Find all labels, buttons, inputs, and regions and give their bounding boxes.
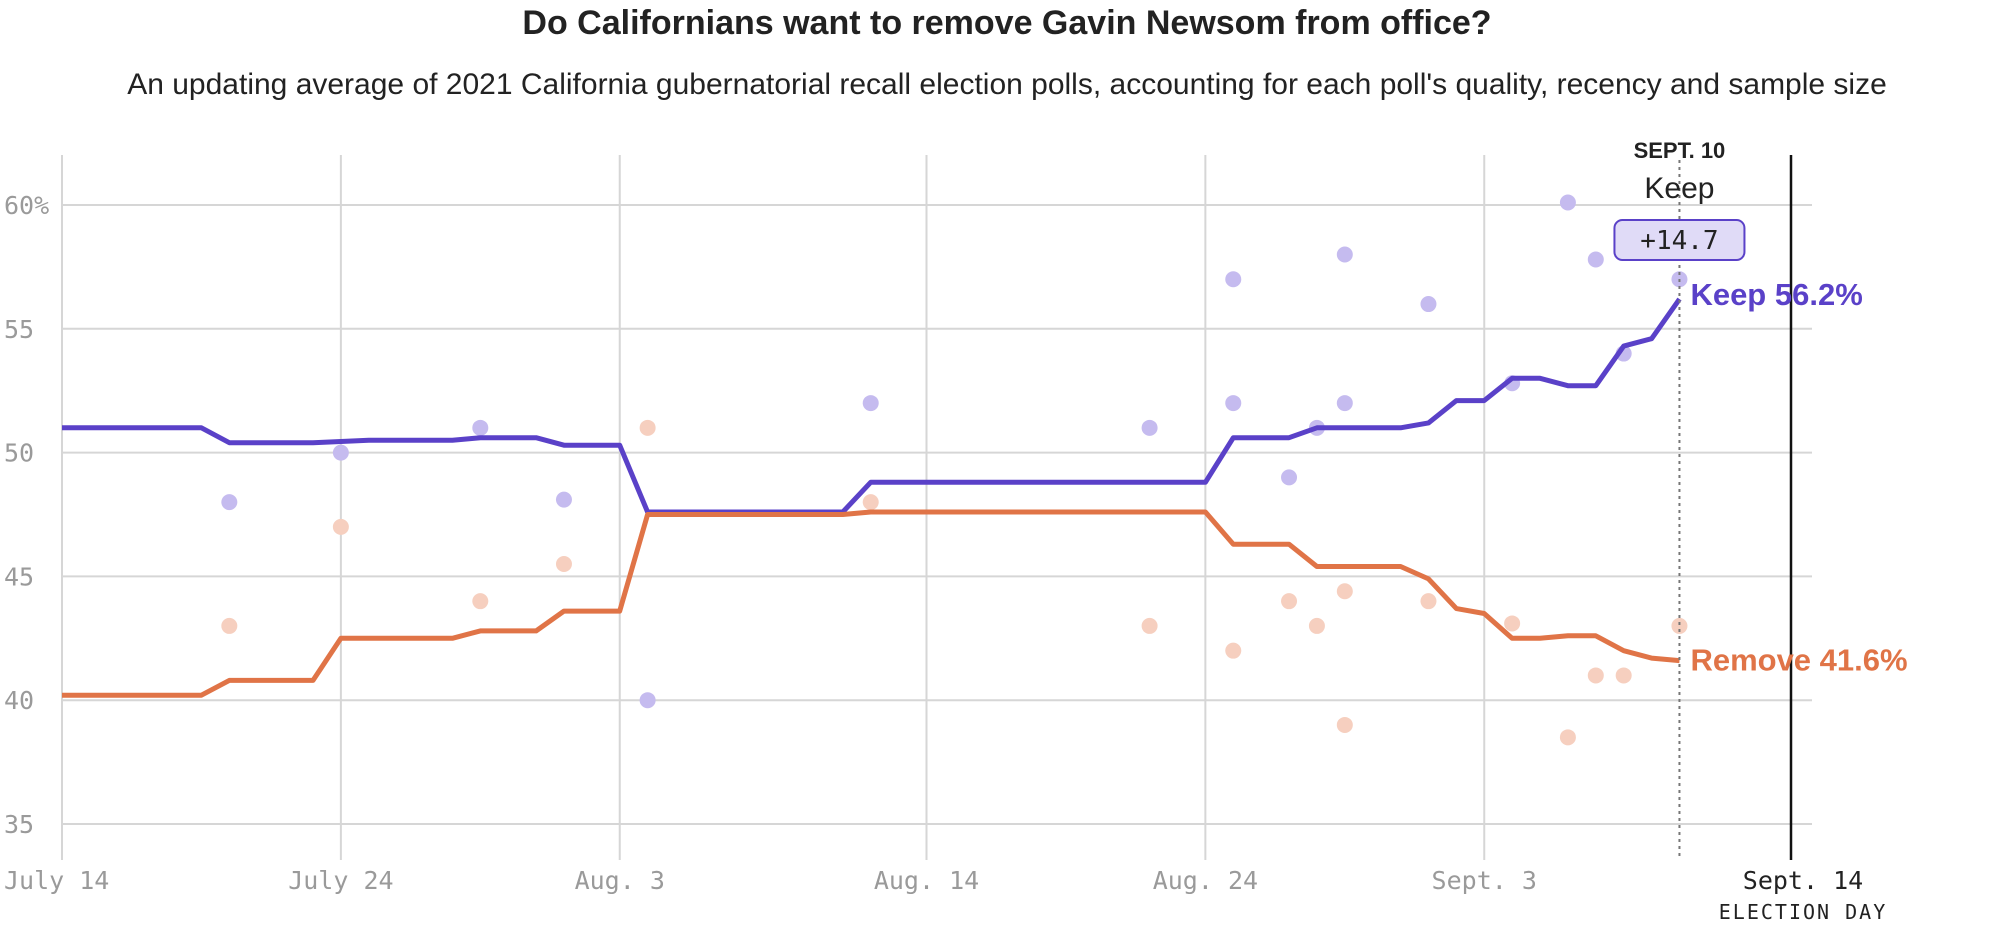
- y-tick-label: 60%: [4, 191, 49, 220]
- remove-poll-dot: [1671, 617, 1688, 634]
- keep-poll-dot: [1141, 419, 1158, 436]
- x-tick-label: Sept. 3: [1432, 866, 1537, 895]
- remove-poll-dot: [332, 518, 349, 535]
- y-tick-label: 45: [4, 562, 34, 591]
- margin-value: +14.7: [1640, 226, 1718, 256]
- remove-poll-dot: [1308, 617, 1325, 634]
- keep-poll-dot: [555, 491, 572, 508]
- x-tick-label: Aug. 3: [575, 866, 665, 895]
- grid: [61, 155, 1812, 860]
- remove-end-label: Remove 41.6%: [1690, 643, 1907, 678]
- keep-poll-dot: [1281, 469, 1298, 486]
- x-tick-label: July 24: [288, 866, 393, 895]
- keep-poll-dot: [221, 494, 238, 511]
- keep-end-label: Keep 56.2%: [1690, 277, 1862, 312]
- remove-poll-dot: [472, 593, 489, 610]
- annotations: Sept. 14 ELECTION DAY SEPT. 10 Keep +14.…: [1613, 138, 1908, 924]
- election-day-label: Sept. 14: [1743, 866, 1863, 895]
- poll-dots: [221, 194, 1688, 746]
- remove-poll-dot: [1559, 729, 1576, 746]
- keep-poll-dot: [1559, 194, 1576, 211]
- remove-poll-dot: [1420, 593, 1437, 610]
- remove-average-line: [62, 509, 1680, 698]
- remove-poll-dot: [1504, 615, 1521, 632]
- keep-poll-dot: [332, 444, 349, 461]
- leader-label: Keep: [1644, 172, 1714, 205]
- remove-poll-dot: [639, 419, 656, 436]
- keep-poll-dot: [1420, 296, 1437, 313]
- keep-poll-dot: [639, 692, 656, 709]
- y-tick-label: 35: [4, 810, 34, 839]
- y-tick-label: 50: [4, 439, 34, 468]
- series-lines: [62, 297, 1682, 698]
- remove-poll-dot: [1336, 716, 1353, 733]
- keep-poll-dot: [1225, 395, 1242, 412]
- remove-poll-dot: [862, 494, 879, 511]
- remove-poll-dot: [1336, 583, 1353, 600]
- keep-poll-dot: [1587, 251, 1604, 268]
- keep-poll-dot: [1336, 246, 1353, 263]
- remove-poll-dot: [555, 556, 572, 573]
- remove-poll-dot: [1225, 642, 1242, 659]
- y-tick-label: 55: [4, 315, 34, 344]
- keep-poll-dot: [1336, 395, 1353, 412]
- current-date-label: SEPT. 10: [1634, 138, 1726, 163]
- keep-poll-dot: [472, 419, 489, 436]
- election-day-sublabel: ELECTION DAY: [1719, 900, 1888, 924]
- remove-poll-dot: [1141, 617, 1158, 634]
- margin-badge: [1613, 219, 1746, 261]
- keep-average-line: [62, 297, 1682, 515]
- chart-title: Do Californians want to remove Gavin New…: [522, 4, 1492, 42]
- remove-poll-dot: [1281, 593, 1298, 610]
- x-tick-label: July 14: [4, 866, 109, 895]
- x-tick-label: Aug. 24: [1153, 866, 1258, 895]
- remove-poll-dot: [221, 617, 238, 634]
- x-axis-ticks: July 14 July 24 Aug. 3 Aug. 14 Aug. 24 Sept. …: [4, 866, 1537, 895]
- remove-poll-dot: [1615, 667, 1632, 684]
- keep-poll-dot: [1225, 271, 1242, 288]
- x-tick-label: Aug. 14: [874, 866, 979, 895]
- remove-poll-dot: [1587, 667, 1604, 684]
- chart-subtitle: An updating average of 2021 California g…: [127, 68, 1887, 101]
- y-axis-ticks: 60% 55 50 45 40 35: [4, 191, 49, 839]
- y-tick-label: 40: [4, 686, 34, 715]
- keep-poll-dot: [862, 395, 879, 412]
